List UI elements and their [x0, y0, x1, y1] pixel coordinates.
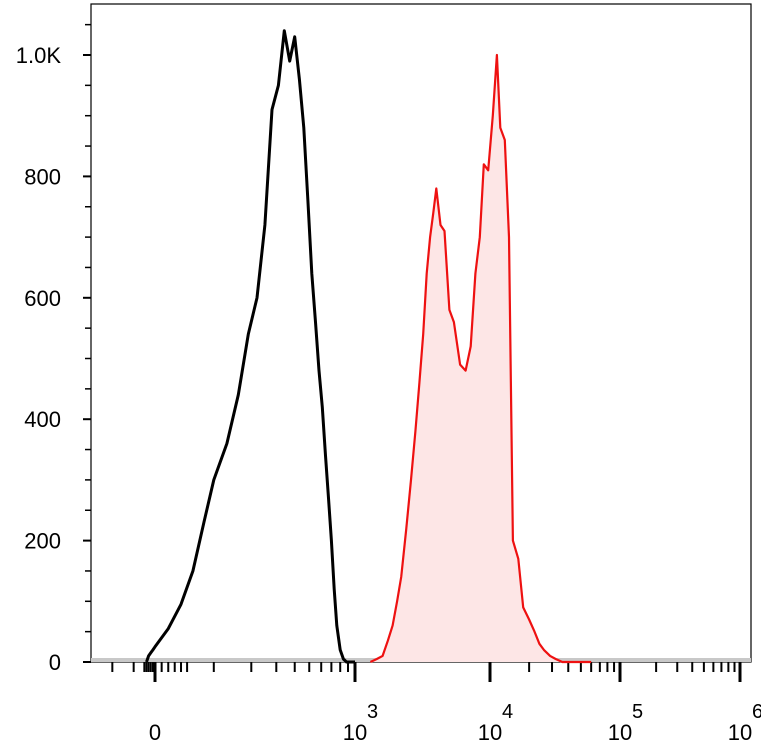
x-tick-exponent: 3: [367, 701, 378, 723]
series-1-area: [370, 55, 592, 662]
x-tick-exponent: 6: [752, 701, 761, 723]
series-0-line: [145, 29, 355, 664]
y-minor-ticks: [85, 23, 91, 633]
series-1-line: [369, 53, 592, 664]
y-tick-label: 0: [49, 650, 61, 675]
series-layer: [91, 29, 751, 664]
x-tick-label: 10: [728, 720, 752, 745]
x-minor-ticks: [111, 662, 736, 672]
x-tick-label: 10: [343, 720, 367, 745]
x-tick-exponent: 4: [502, 701, 513, 723]
y-tick-label: 400: [24, 407, 61, 432]
y-axis: 0 200 400 600 800 1.0K: [16, 43, 91, 675]
x-tick-label: 10: [608, 720, 632, 745]
x-tick-exponent: 5: [632, 701, 643, 723]
y-tick-label: 600: [24, 286, 61, 311]
x-tick-label: 10: [478, 720, 502, 745]
y-tick-label: 200: [24, 529, 61, 554]
y-tick-label: 1.0K: [16, 43, 62, 68]
x-tick-label: 0: [149, 720, 161, 745]
y-tick-label: 800: [24, 164, 61, 189]
